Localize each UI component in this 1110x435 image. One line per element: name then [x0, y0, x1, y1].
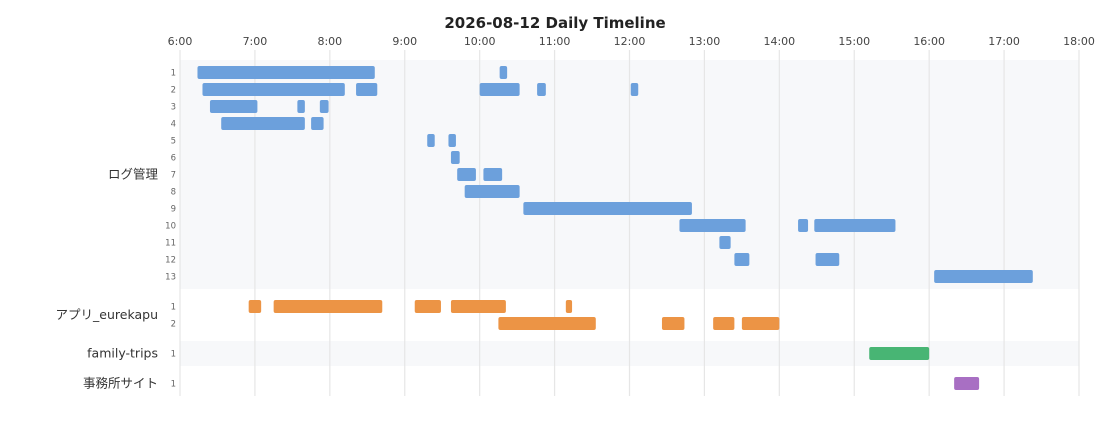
timeline-bar [523, 202, 692, 215]
x-tick-label: 7:00 [243, 35, 268, 48]
timeline-bar [221, 117, 305, 130]
timeline-bar [297, 100, 305, 113]
timeline-bar [869, 347, 930, 360]
x-tick-label: 17:00 [988, 35, 1020, 48]
row-label: 8 [171, 188, 176, 198]
timeline-bar [713, 317, 735, 330]
timeline-bar [719, 236, 731, 249]
row-label: 1 [171, 380, 176, 390]
x-tick-label: 9:00 [392, 35, 417, 48]
timeline-bar [311, 117, 324, 130]
timeline-bar [202, 83, 345, 96]
timeline-bar [209, 100, 258, 113]
timeline-bar [798, 219, 809, 232]
timeline-bar [954, 377, 980, 390]
row-label: 1 [171, 69, 176, 79]
row-label: 13 [165, 273, 176, 283]
timeline-bar [734, 253, 750, 266]
timeline-bar [537, 83, 546, 96]
timeline-bar [450, 300, 506, 313]
timeline-bar [479, 83, 520, 96]
row-label: 11 [165, 239, 176, 249]
group-label: アプリ_eurekapu [56, 307, 158, 322]
timeline-bar [248, 300, 262, 313]
row-label: 2 [171, 320, 176, 330]
timeline-bar [197, 66, 375, 79]
timeline-bar [499, 66, 508, 79]
row-label: 4 [171, 120, 176, 130]
x-tick-label: 12:00 [614, 35, 646, 48]
timeline-bar [741, 317, 780, 330]
x-tick-label: 18:00 [1063, 35, 1095, 48]
group-label: family-trips [87, 346, 158, 361]
x-tick-label: 14:00 [763, 35, 795, 48]
row-label: 9 [171, 205, 176, 215]
timeline-bar [630, 83, 639, 96]
row-label: 1 [171, 303, 176, 313]
x-tick-label: 13:00 [689, 35, 721, 48]
row-label: 7 [171, 171, 176, 181]
row-label: 3 [171, 103, 176, 113]
chart-title: 2026-08-12 Daily Timeline [444, 14, 666, 32]
timeline-bar [414, 300, 441, 313]
group-label: ログ管理 [108, 167, 159, 182]
timeline-bar [814, 219, 896, 232]
row-label: 5 [171, 137, 176, 147]
gridlines [179, 50, 1080, 396]
timeline-bars [197, 66, 1033, 390]
timeline-bar [427, 134, 435, 147]
group-label: 事務所サイト [83, 376, 158, 391]
x-tick-label: 11:00 [539, 35, 571, 48]
x-tick-label: 8:00 [317, 35, 342, 48]
row-label: 12 [165, 256, 176, 266]
x-tick-label: 6:00 [168, 35, 193, 48]
timeline-bar [450, 151, 460, 164]
x-tick-label: 10:00 [464, 35, 496, 48]
timeline-bar [498, 317, 596, 330]
row-label: 1 [171, 350, 176, 360]
timeline-bar [464, 185, 520, 198]
timeline-bar [448, 134, 456, 147]
timeline-bar [815, 253, 840, 266]
timeline-bar [483, 168, 503, 181]
timeline-bar [565, 300, 573, 313]
timeline-bar [661, 317, 685, 330]
x-tick-label: 16:00 [913, 35, 945, 48]
timeline-bar [457, 168, 476, 181]
timeline-bar [679, 219, 746, 232]
timeline-bar [273, 300, 383, 313]
row-label: 6 [171, 154, 176, 164]
row-label: 10 [165, 222, 176, 232]
timeline-bar [356, 83, 378, 96]
x-tick-label: 15:00 [838, 35, 870, 48]
timeline-bar [934, 270, 1033, 283]
x-axis-ticks: 6:00 7:00 8:00 9:00 10:00 11:00 12:00 13:00 14:0… [168, 35, 1095, 48]
timeline-bar [319, 100, 329, 113]
row-label: 2 [171, 86, 176, 96]
